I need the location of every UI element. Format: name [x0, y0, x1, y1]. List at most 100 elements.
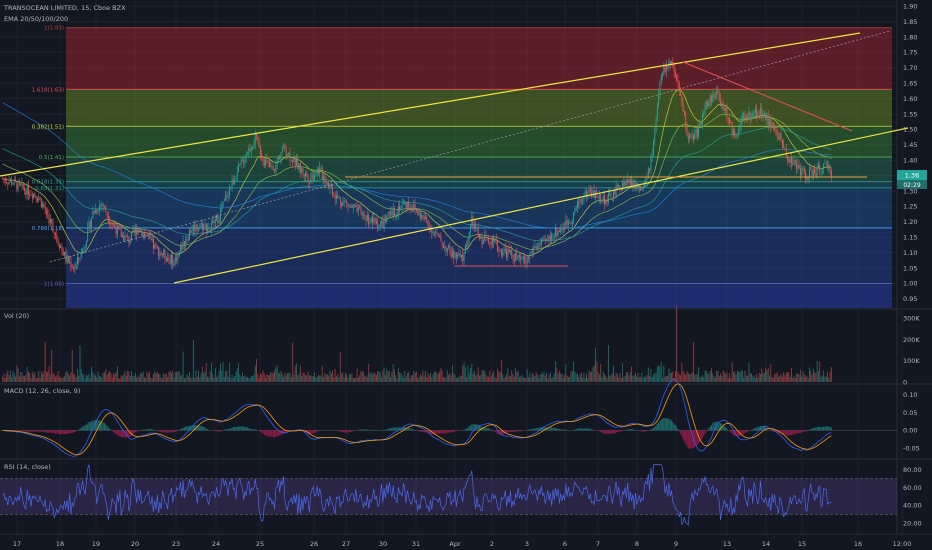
candle-body: [522, 256, 524, 258]
candle-body: [506, 250, 508, 258]
trend-drawings[interactable]: [0, 30, 909, 284]
candle-body: [772, 122, 774, 126]
macd-histogram-bar: [259, 430, 261, 432]
macd-histogram-bar: [685, 430, 687, 445]
volume-bar: [82, 374, 84, 382]
macd-histogram-bar: [633, 429, 635, 431]
macd-histogram-bar: [406, 427, 408, 431]
macd-histogram-bar: [120, 430, 122, 438]
candle-body: [538, 243, 540, 248]
volume-bar: [766, 370, 768, 382]
volume-bar: [111, 377, 113, 382]
volume-bar: [312, 376, 314, 382]
candle-body: [586, 191, 587, 197]
candle-body: [319, 167, 321, 174]
macd-histogram-bar: [641, 430, 643, 432]
candle-body: [818, 164, 819, 167]
candle-body: [819, 164, 821, 172]
volume-bar: [44, 341, 46, 382]
volume-bar: [31, 371, 33, 382]
macd-histogram-bar: [250, 429, 252, 431]
volume-bar: [520, 376, 522, 382]
macd-histogram-bar: [618, 430, 620, 432]
macd-histogram-bar: [248, 427, 250, 431]
macd-histogram-bar: [669, 419, 671, 431]
volume-bar: [805, 377, 807, 382]
volume-bar: [396, 378, 398, 382]
macd-histogram-bar: [127, 430, 129, 438]
macd-histogram-bar: [709, 426, 711, 431]
macd-histogram-bar: [342, 430, 344, 433]
volume-bar: [430, 372, 431, 382]
candle-body: [52, 222, 54, 232]
candle-body: [386, 215, 388, 223]
volume-bar: [716, 370, 718, 382]
fibonacci-retracement[interactable]: 1(1.83)1.618(1.63)0.382(1.51)0.5(1.41)0.…: [32, 26, 892, 308]
candle-body: [771, 122, 773, 129]
macd-histogram-bar: [790, 430, 792, 436]
candle-body: [450, 252, 452, 258]
candle-body: [343, 200, 345, 202]
volume-bar: [6, 373, 7, 382]
macd-histogram-bar: [24, 430, 26, 432]
macd-histogram-bar: [386, 429, 388, 431]
volume-bar: [267, 375, 269, 382]
candle-body: [503, 248, 505, 253]
macd-histogram-bar: [825, 426, 827, 431]
candle-body: [784, 147, 786, 150]
candle-body: [448, 245, 450, 248]
volume-bar: [596, 361, 598, 382]
volume-bar: [449, 373, 451, 382]
x-tick-label: 3: [525, 540, 529, 548]
volume-bar: [780, 373, 782, 382]
volume-bar: [370, 372, 372, 382]
candle-body: [669, 61, 671, 64]
volume-bar: [354, 378, 355, 382]
candle-body: [533, 247, 535, 254]
candle-body: [400, 207, 402, 211]
candle-body: [404, 202, 406, 204]
macd-histogram-bar: [602, 430, 604, 434]
candle-body: [689, 134, 691, 140]
macd-histogram-bar: [526, 429, 528, 431]
volume-bar: [499, 371, 501, 382]
macd-histogram-bar: [583, 428, 585, 431]
volume-bar: [802, 371, 804, 382]
candle-body: [263, 161, 265, 166]
volume-bar: [419, 373, 421, 382]
macd-histogram-bar: [283, 430, 285, 434]
volume-bar: [481, 370, 483, 382]
candle-body: [65, 251, 67, 262]
volume-bar: [769, 375, 770, 382]
macd-histogram-bar: [722, 424, 724, 431]
macd-histogram-bar: [450, 430, 452, 433]
macd-histogram-bar: [168, 430, 170, 433]
macd-histogram-bar: [814, 427, 816, 431]
volume-bar: [200, 373, 202, 382]
macd-histogram-bar: [614, 430, 616, 434]
volume-bar: [4, 377, 6, 382]
macd-pane: [0, 379, 897, 457]
candle-body: [458, 253, 460, 255]
candle-body: [271, 165, 273, 170]
macd-histogram-bar: [141, 429, 143, 431]
candle-body: [185, 241, 187, 246]
x-tick-label: 2: [490, 540, 494, 548]
candle-body: [334, 195, 336, 200]
volume-bar: [283, 377, 285, 382]
candle-body: [280, 152, 282, 160]
candle-body: [397, 206, 399, 214]
candle-body: [814, 169, 816, 173]
volume-bar: [727, 378, 729, 382]
volume-bar: [189, 372, 190, 382]
macd-histogram-bar: [88, 422, 90, 431]
candle-body: [182, 240, 184, 250]
volume-bar: [571, 371, 573, 382]
candle-body: [500, 249, 502, 256]
volume-bar: [324, 372, 326, 382]
candle-body: [823, 163, 825, 169]
volume-bar: [714, 377, 716, 382]
candle-body: [122, 235, 123, 238]
macd-histogram-bar: [694, 430, 696, 448]
